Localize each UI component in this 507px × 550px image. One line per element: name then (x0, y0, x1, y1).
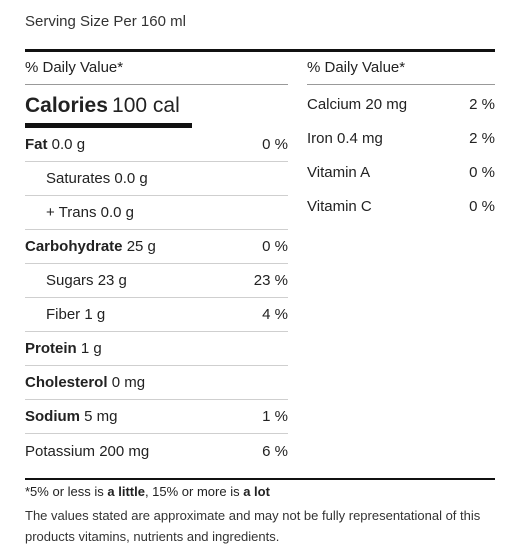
nutrient-label: Sodium (25, 408, 80, 425)
nutrient-label: Vitamin C (307, 197, 372, 215)
nutrient-percent: 1 % (262, 408, 288, 425)
nutrient-label: Calcium (307, 95, 362, 113)
right-nutrient-list: Calcium 20 mg 2 % Iron 0.4 mg 2 % Vitamin A 0… (307, 87, 495, 223)
nutrient-name: Calcium 20 mg (307, 96, 407, 113)
nutrient-name: Sugars 23 g (25, 272, 127, 289)
nutrient-row: Vitamin A 0 % (307, 155, 495, 189)
nutrient-row: Sodium 5 mg 1 % (25, 400, 288, 434)
nutrient-name: Saturates 0.0 g (25, 170, 148, 187)
nutrient-row: Fat 0.0 g 0 % (25, 128, 288, 162)
nutrient-amount: 25 g (126, 238, 156, 255)
nutrient-percent: 0 % (262, 136, 288, 153)
footnote-middle: , 15% or more is (144, 484, 244, 499)
footnote-prefix: *5% or less is (25, 484, 108, 499)
calories-value: 100 cal (112, 94, 180, 117)
nutrient-label: Iron (307, 129, 333, 147)
nutrient-name: Fat 0.0 g (25, 136, 85, 153)
nutrient-row: Cholesterol 0 mg (25, 366, 288, 400)
nutrient-row: Iron 0.4 mg 2 % (307, 121, 495, 155)
nutrient-amount: 23 g (97, 272, 127, 289)
top-divider (25, 49, 495, 52)
daily-value-header: % Daily Value* (25, 52, 288, 85)
nutrients-right-column: % Daily Value* Calcium 20 mg 2 % Iron 0.4 … (307, 52, 495, 223)
nutrient-label: Carbohydrate (25, 238, 123, 255)
nutrient-label: Protein (25, 340, 77, 357)
nutrient-amount: 0.4 mg (337, 129, 383, 147)
nutrient-amount: 200 mg (99, 442, 150, 460)
nutrients-left-column: % Daily Value* Calories 100 cal Fat 0.0 … (25, 52, 288, 468)
calories-underline (25, 123, 192, 128)
nutrient-amount: 0.0 g (114, 170, 148, 187)
nutrient-row: Carbohydrate 25 g 0 % (25, 230, 288, 264)
calories-label: Calories (25, 94, 108, 117)
nutrient-name: Protein 1 g (25, 340, 102, 357)
nutrient-name: Sodium 5 mg (25, 408, 118, 425)
nutrient-label: Saturates (46, 170, 111, 187)
nutrient-name: Fiber 1 g (25, 306, 105, 323)
nutrient-percent: 2 % (469, 129, 495, 147)
nutrient-label: Potassium (25, 442, 96, 460)
nutrient-row: Saturates 0.0 g (25, 162, 288, 196)
nutrient-amount: 5 mg (84, 408, 118, 425)
footnote: *5% or less is a little, 15% or more is … (25, 484, 270, 499)
nutrient-amount: 0.0 g (51, 136, 86, 153)
nutrient-amount: 0.0 g (100, 204, 134, 221)
nutrient-name: + Trans 0.0 g (25, 204, 134, 221)
nutrient-label: Fat (25, 136, 48, 153)
nutrient-percent: 2 % (469, 95, 495, 113)
bottom-divider (25, 478, 495, 480)
nutrient-percent: 0 % (262, 238, 288, 255)
nutrient-row: Sugars 23 g 23 % (25, 264, 288, 298)
nutrient-row: Calcium 20 mg 2 % (307, 87, 495, 121)
nutrient-row: Potassium 200 mg 6 % (25, 434, 288, 468)
nutrient-percent: 0 % (469, 197, 495, 215)
nutrient-label: Fiber (46, 306, 81, 323)
nutrient-label: Sugars (46, 272, 94, 289)
nutrient-label: Cholesterol (25, 374, 108, 391)
nutrient-percent: 23 % (253, 272, 288, 289)
nutrient-percent: 4 % (262, 306, 288, 323)
nutrient-amount: 1 g (84, 306, 106, 323)
nutrient-name: Cholesterol 0 mg (25, 374, 145, 391)
nutrient-name: Carbohydrate 25 g (25, 238, 156, 255)
nutrient-row: + Trans 0.0 g (25, 196, 288, 230)
nutrient-label: Vitamin A (307, 163, 371, 181)
daily-value-header: % Daily Value* (307, 52, 495, 85)
nutrient-percent: 0 % (469, 163, 495, 181)
calories-row: Calories 100 cal (25, 89, 288, 123)
nutrient-amount: 0 mg (111, 374, 146, 391)
nutrient-row: Vitamin C 0 % (307, 189, 495, 223)
nutrient-row: Protein 1 g (25, 332, 288, 366)
nutrient-percent: 6 % (262, 442, 288, 460)
nutrient-name: Vitamin C (307, 198, 372, 215)
serving-size: Serving Size Per 160 ml (25, 13, 186, 30)
disclaimer: The values stated are approximate and ma… (25, 508, 481, 544)
nutrient-name: Iron 0.4 mg (307, 130, 383, 147)
nutrient-name: Vitamin A (307, 164, 370, 181)
footnote-lot: a lot (243, 484, 270, 499)
footnote-little: a little (107, 484, 145, 499)
nutrient-name: Potassium 200 mg (25, 443, 149, 460)
nutrient-amount: 20 mg (365, 95, 408, 113)
nutrient-amount: 1 g (80, 340, 102, 357)
nutrient-row: Fiber 1 g 4 % (25, 298, 288, 332)
nutrient-label: + Trans (46, 204, 97, 221)
